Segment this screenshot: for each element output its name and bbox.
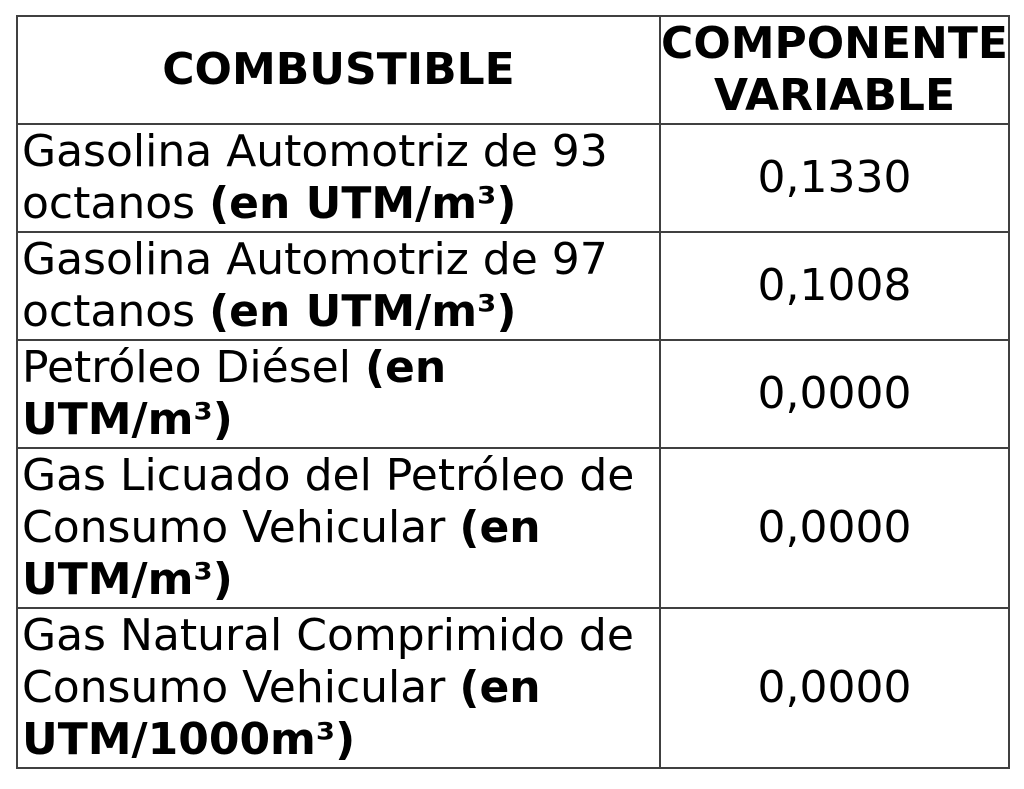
fuel-cell: Petróleo Diésel (en UTM/m³) xyxy=(16,339,661,449)
fuel-cell: Gasolina Automotriz de 93 octanos (en UT… xyxy=(16,123,661,233)
fuel-cell: Gas Natural Comprimido de Consumo Vehicu… xyxy=(16,607,661,769)
fuel-unit: (en UTM/m³) xyxy=(209,178,517,229)
fuel-variable-component-table: COMBUSTIBLE COMPONENTE VARIABLE Gasolina… xyxy=(16,15,1010,769)
fuel-name: Gasolina Automotriz de 93 octanos xyxy=(22,126,608,229)
fuel-unit: (en UTM/m³) xyxy=(22,502,541,605)
table-row: Gas Licuado del Petróleo de Consumo Vehi… xyxy=(16,447,1010,609)
table-row: Petróleo Diésel (en UTM/m³) 0,0000 xyxy=(16,339,1010,449)
fuel-name: Gas Natural Comprimido de Consumo Vehicu… xyxy=(22,610,634,713)
header-componente-variable: COMPONENTE VARIABLE xyxy=(659,15,1010,125)
value-cell: 0,0000 xyxy=(659,339,1010,449)
table-row: Gasolina Automotriz de 97 octanos (en UT… xyxy=(16,231,1010,341)
fuel-name: Petróleo Diésel xyxy=(22,342,351,393)
header-combustible: COMBUSTIBLE xyxy=(16,15,661,125)
table-row: Gasolina Automotriz de 93 octanos (en UT… xyxy=(16,123,1010,233)
header-row: COMBUSTIBLE COMPONENTE VARIABLE xyxy=(16,15,1010,125)
fuel-unit: (en UTM/m³) xyxy=(209,286,517,337)
value-cell: 0,0000 xyxy=(659,607,1010,769)
value-cell: 0,0000 xyxy=(659,447,1010,609)
fuel-name: Gasolina Automotriz de 97 octanos xyxy=(22,234,608,337)
fuel-unit: (en UTM/1000m³) xyxy=(22,662,541,765)
table-row: Gas Natural Comprimido de Consumo Vehicu… xyxy=(16,607,1010,769)
fuel-unit: (en UTM/m³) xyxy=(22,342,447,445)
value-cell: 0,1330 xyxy=(659,123,1010,233)
fuel-cell: Gas Licuado del Petróleo de Consumo Vehi… xyxy=(16,447,661,609)
fuel-name: Gas Licuado del Petróleo de Consumo Vehi… xyxy=(22,450,635,553)
fuel-cell: Gasolina Automotriz de 97 octanos (en UT… xyxy=(16,231,661,341)
value-cell: 0,1008 xyxy=(659,231,1010,341)
